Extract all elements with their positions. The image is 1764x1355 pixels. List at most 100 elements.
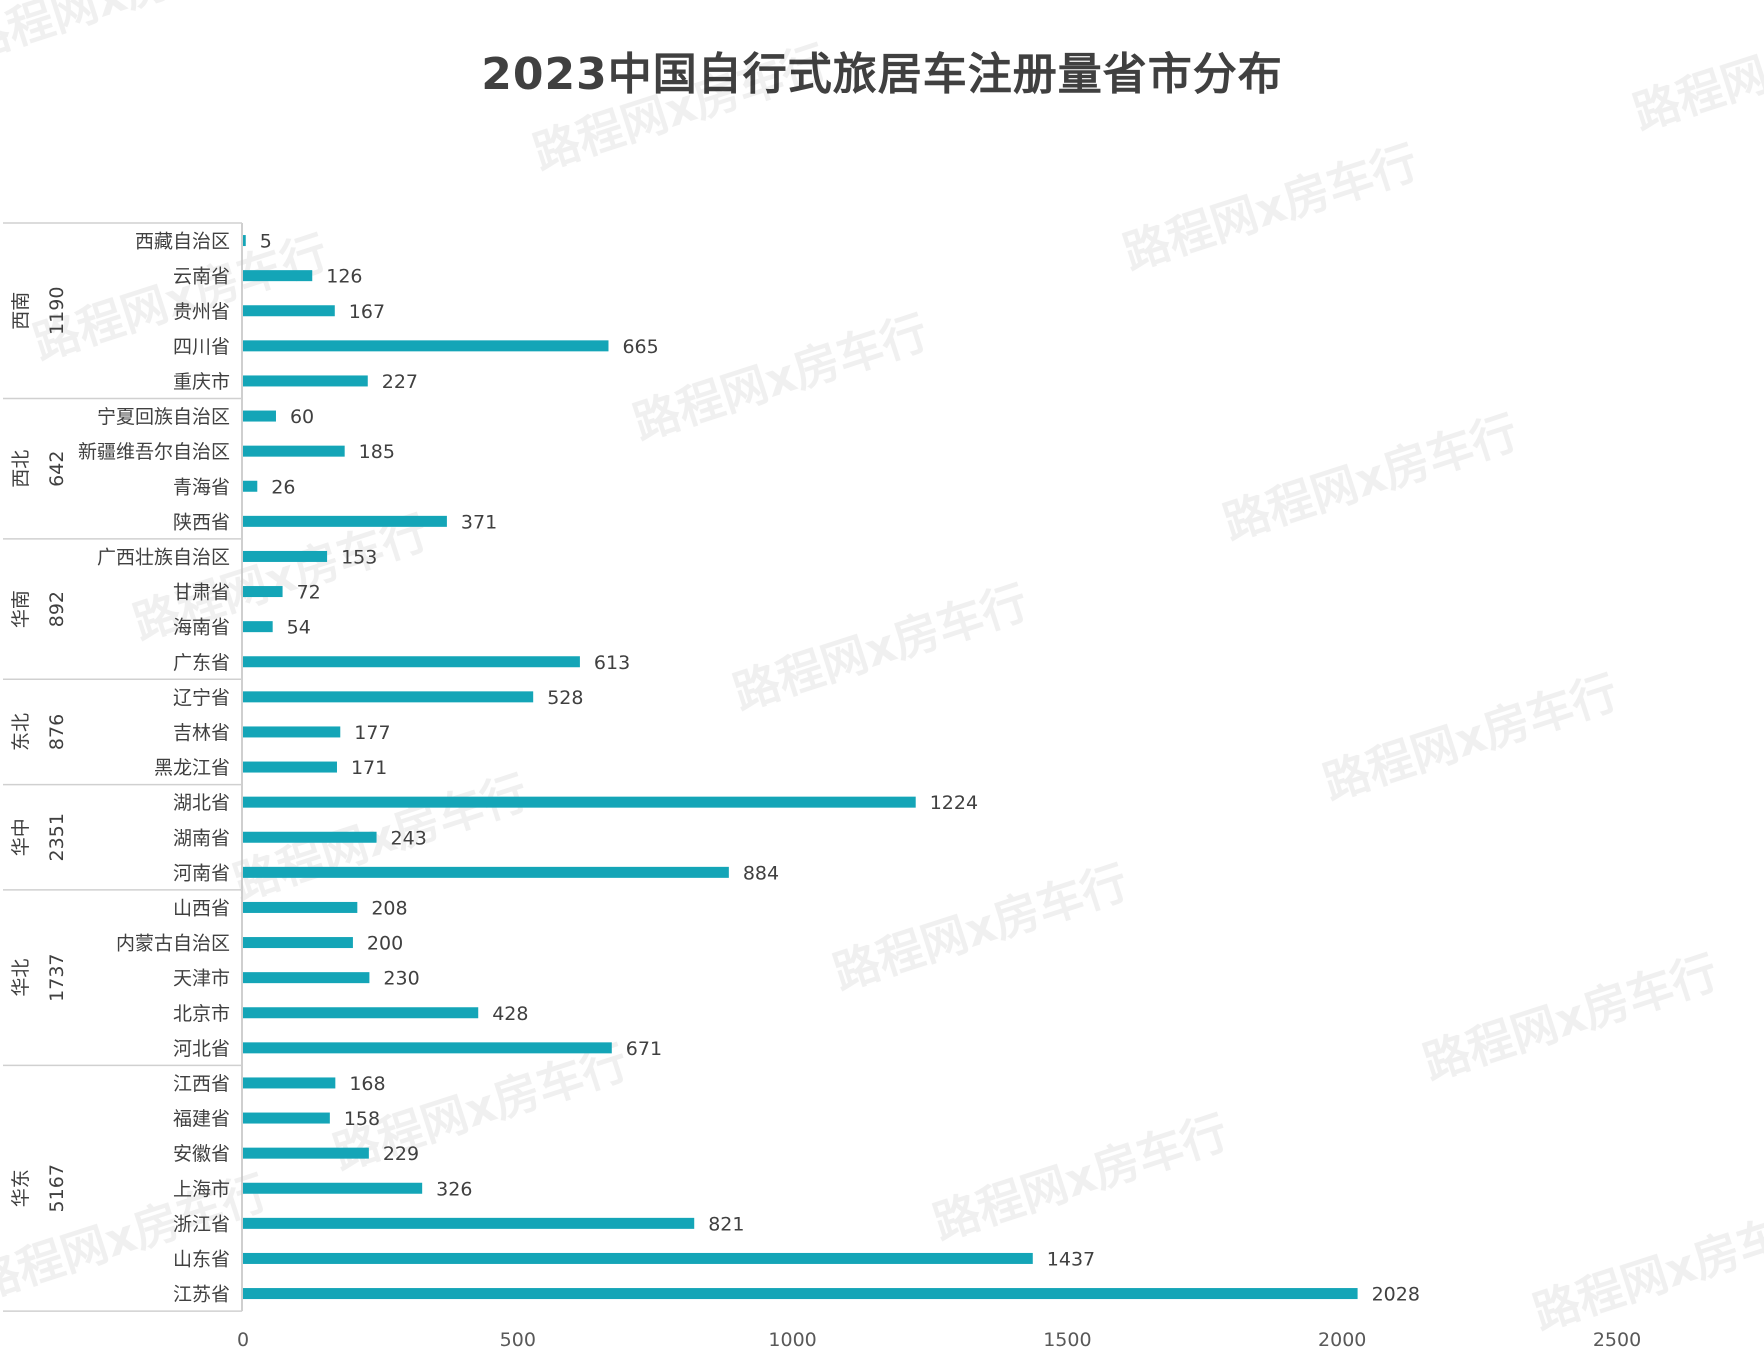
category-label: 北京市: [173, 1003, 230, 1025]
category-label: 海南省: [173, 617, 230, 639]
bar: [243, 1007, 479, 1019]
watermark-text: 路程网x房车行: [1217, 405, 1524, 551]
bar: [243, 1182, 423, 1194]
value-label: 326: [436, 1178, 472, 1200]
group-total: 876: [46, 714, 68, 750]
value-label: 5: [260, 231, 272, 253]
bar: [243, 1077, 336, 1089]
category-label: 上海市: [173, 1178, 230, 1200]
bar: [243, 410, 276, 422]
bar: [243, 1112, 330, 1124]
category-label: 浙江省: [173, 1213, 230, 1235]
bar: [243, 831, 377, 843]
value-label: 208: [371, 897, 407, 919]
category-label: 山东省: [173, 1248, 230, 1270]
bar: [243, 761, 337, 773]
value-label: 665: [622, 336, 658, 358]
x-tick-label: 500: [500, 1329, 536, 1351]
value-label: 229: [383, 1143, 419, 1165]
watermark-text: 路程网x房车行: [0, 0, 264, 70]
category-label: 广东省: [173, 652, 230, 674]
bar: [243, 515, 447, 527]
bar: [243, 726, 341, 738]
group-name: 华南: [10, 590, 32, 628]
watermark-text: 路程网x房车行: [1117, 135, 1424, 281]
bar: [243, 270, 313, 282]
watermark-text: 路程网x房车行: [1627, 0, 1764, 140]
watermark-text: 路程网x房车行: [1527, 1195, 1764, 1341]
x-tick-label: 2000: [1318, 1329, 1366, 1351]
watermark-text: 路程网x房车行: [627, 305, 934, 451]
category-label: 安徽省: [173, 1143, 230, 1165]
bar: [243, 305, 335, 317]
category-label: 河北省: [173, 1038, 230, 1060]
value-label: 200: [367, 933, 403, 955]
value-label: 158: [344, 1108, 380, 1130]
watermark-text: 路程网x房车行: [0, 1165, 274, 1311]
group-total: 1737: [46, 953, 68, 1001]
category-label: 四川省: [173, 336, 230, 358]
value-label: 613: [594, 652, 630, 674]
value-label: 60: [290, 406, 314, 428]
bar: [243, 937, 353, 949]
bar: [243, 1217, 695, 1229]
watermark-text: 路程网x房车行: [1317, 665, 1624, 811]
category-label: 青海省: [173, 476, 230, 498]
category-label: 河南省: [173, 862, 230, 884]
category-label: 湖南省: [173, 827, 230, 849]
category-label: 江西省: [173, 1073, 230, 1095]
bar: [243, 1042, 612, 1054]
bar: [243, 480, 258, 492]
x-tick-label: 1000: [768, 1329, 816, 1351]
bar: [243, 1147, 369, 1159]
value-label: 528: [547, 687, 583, 709]
watermark-text: 路程网x房车行: [1417, 945, 1724, 1091]
group-total: 1190: [46, 287, 68, 335]
value-label: 185: [359, 441, 395, 463]
x-tick-label: 0: [237, 1329, 249, 1351]
value-label: 821: [708, 1213, 744, 1235]
value-label: 177: [354, 722, 390, 744]
chart-title: 2023中国自行式旅居车注册量省市分布: [481, 49, 1283, 100]
category-label: 山西省: [173, 897, 230, 919]
category-label: 贵州省: [173, 301, 230, 323]
watermark-text: 路程网x房车行: [527, 35, 834, 181]
value-label: 54: [287, 617, 311, 639]
value-label: 26: [271, 476, 295, 498]
value-label: 1437: [1047, 1248, 1095, 1270]
category-label: 西藏自治区: [135, 231, 230, 253]
x-tick-label: 2500: [1593, 1329, 1641, 1351]
bar: [243, 621, 273, 633]
group-name: 西南: [10, 292, 32, 330]
bar: [243, 796, 916, 808]
bar: [243, 550, 328, 562]
category-label: 江苏省: [173, 1284, 230, 1306]
bar: [243, 235, 246, 247]
value-label: 230: [383, 968, 419, 990]
group-total: 5167: [46, 1164, 68, 1212]
group-total: 2351: [46, 813, 68, 861]
watermark-text: 路程网x房车行: [827, 855, 1134, 1001]
category-label: 天津市: [173, 968, 230, 990]
value-label: 671: [626, 1038, 662, 1060]
group-name: 西北: [10, 450, 32, 488]
value-label: 126: [326, 266, 362, 288]
group-total: 642: [46, 451, 68, 487]
category-label: 甘肃省: [173, 582, 230, 604]
value-label: 227: [382, 371, 418, 393]
bar: [243, 1288, 1358, 1300]
group-name: 华北: [10, 959, 32, 997]
category-label: 重庆市: [173, 371, 230, 393]
category-label: 福建省: [173, 1108, 230, 1130]
bar: [243, 901, 358, 913]
bar: [243, 972, 370, 984]
category-label: 黑龙江省: [154, 757, 230, 779]
category-label: 宁夏回族自治区: [97, 406, 230, 428]
value-label: 371: [461, 511, 497, 533]
category-label: 吉林省: [173, 722, 230, 744]
bar: [243, 866, 729, 878]
value-label: 168: [349, 1073, 385, 1095]
bar: [243, 586, 283, 598]
